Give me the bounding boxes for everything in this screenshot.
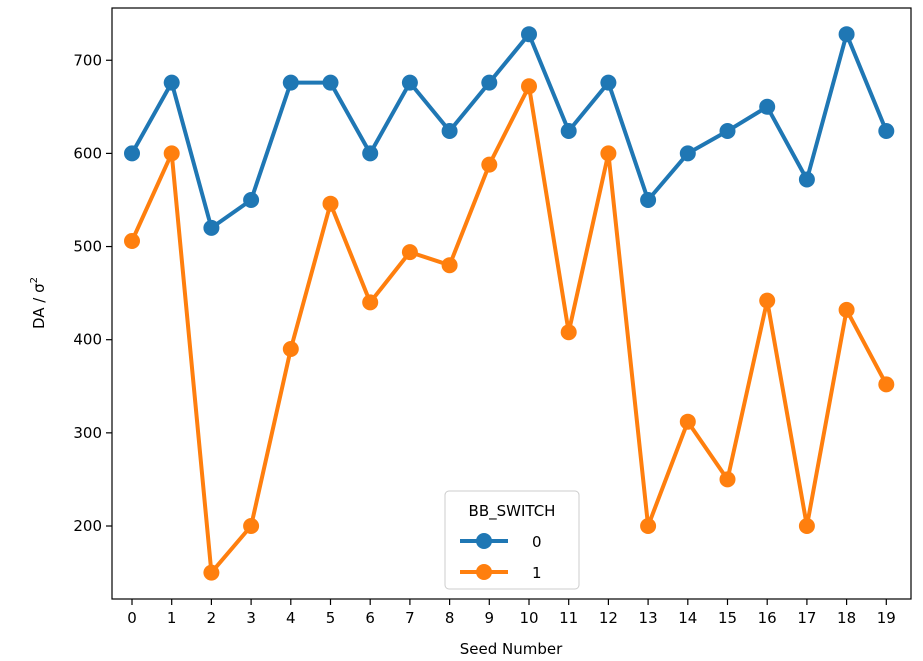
- data-point: [124, 145, 140, 162]
- legend-entry-1: 1: [460, 564, 542, 582]
- data-point: [838, 301, 855, 318]
- x-tick-label: 2: [207, 609, 217, 627]
- series-line-1: [130, 84, 889, 575]
- data-point: [203, 564, 220, 581]
- data-point: [521, 78, 537, 95]
- data-point: [322, 74, 339, 91]
- data-point: [481, 74, 498, 91]
- legend-marker: [476, 533, 492, 549]
- x-tick-label: 18: [837, 609, 856, 627]
- legend-marker: [476, 564, 492, 580]
- series-0: [124, 26, 895, 236]
- legend-entries: 01: [460, 533, 542, 582]
- data-point: [163, 145, 180, 162]
- x-tick-label: 8: [445, 609, 455, 627]
- data-point: [362, 294, 379, 311]
- x-tick-label: 19: [877, 609, 896, 627]
- x-tick-label: 17: [797, 609, 816, 627]
- data-point: [759, 292, 776, 309]
- data-point: [560, 123, 577, 139]
- data-point: [401, 244, 418, 261]
- data-point: [719, 123, 736, 139]
- y-ticks: 200 300 400 500 600 700: [73, 51, 112, 535]
- y-tick-label: 300: [73, 424, 102, 442]
- data-point: [759, 98, 776, 115]
- data-point: [679, 413, 696, 430]
- legend-title: BB_SWITCH: [469, 502, 556, 521]
- data-point: [124, 233, 140, 249]
- y-tick-label: 600: [73, 144, 102, 162]
- x-tick-label: 3: [246, 609, 256, 627]
- x-tick-label: 11: [559, 609, 578, 627]
- x-tick-label: 4: [286, 609, 296, 627]
- data-point: [600, 74, 617, 91]
- data-point: [282, 341, 299, 357]
- data-point: [838, 26, 855, 43]
- x-tick-label: 6: [365, 609, 375, 627]
- x-tick-label: 16: [758, 609, 777, 627]
- data-point: [878, 376, 895, 393]
- data-point: [203, 219, 220, 236]
- y-tick-label: 200: [73, 517, 102, 535]
- y-tick-label: 400: [73, 331, 102, 349]
- data-point: [441, 123, 458, 139]
- data-point: [481, 156, 498, 173]
- data-point: [362, 145, 379, 162]
- data-point: [441, 257, 458, 274]
- x-tick-label: 5: [326, 609, 336, 627]
- x-tick-label: 9: [485, 609, 495, 627]
- data-point: [282, 74, 299, 91]
- data-point: [243, 518, 260, 534]
- x-tick-label: 10: [519, 609, 538, 627]
- x-tick-label: 7: [405, 609, 415, 627]
- x-tick-label: 1: [167, 609, 177, 627]
- data-point: [401, 74, 418, 91]
- plot-frame: [111, 7, 912, 600]
- x-tick-label: 0: [127, 609, 137, 627]
- data-point: [640, 192, 657, 208]
- data-point: [640, 518, 657, 534]
- data-point: [679, 145, 696, 162]
- legend-label: 0: [532, 533, 542, 551]
- legend-entry-0: 0: [460, 533, 542, 551]
- x-tick-label: 14: [678, 609, 697, 627]
- x-ticks: 0 1 2 3 4 5 6 7 8 9 10 11 12 13 14 15 16 17 18 19: [127, 599, 896, 627]
- y-axis-label: DA / σ2: [29, 277, 48, 329]
- data-point: [719, 471, 736, 488]
- data-point: [521, 26, 537, 43]
- y-axis-label-text: DA / σ: [30, 283, 48, 329]
- data-point: [560, 324, 577, 341]
- data-point: [878, 123, 895, 139]
- data-point: [322, 195, 339, 212]
- x-tick-label: 12: [599, 609, 618, 627]
- legend-label: 1: [532, 564, 542, 582]
- data-point: [600, 145, 617, 162]
- x-axis-label: Seed Number: [460, 640, 563, 658]
- legend: BB_SWITCH 01: [444, 490, 580, 590]
- x-tick-label: 13: [639, 609, 658, 627]
- data-point: [243, 192, 260, 208]
- y-tick-label: 700: [73, 51, 102, 69]
- data-point: [798, 518, 815, 534]
- series-1: [124, 78, 895, 581]
- data-point: [798, 171, 815, 188]
- series-layer: [124, 26, 895, 581]
- y-tick-label: 500: [73, 238, 102, 256]
- legend-box: [444, 490, 580, 590]
- x-tick-label: 15: [718, 609, 737, 627]
- y-axis-label-superscript: 2: [29, 277, 40, 283]
- data-point: [163, 74, 180, 91]
